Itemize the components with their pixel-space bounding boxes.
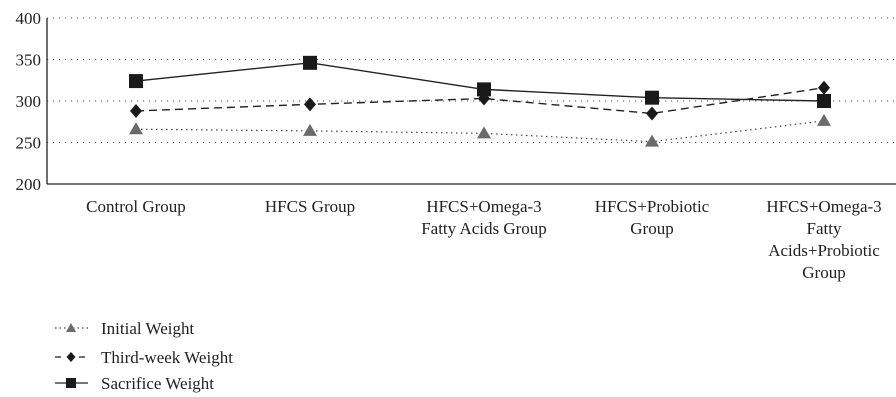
x-tick-label: Control Group	[86, 197, 186, 216]
series-sacrifice-weight	[129, 55, 831, 108]
x-tick-label-line: HFCS Group	[265, 197, 355, 216]
legend-item: Third-week Weight	[55, 348, 233, 367]
x-axis: Control Group HFCS Group HFCS+Omega-3 Fatty…	[47, 183, 896, 282]
x-tick-label: HFCS Group	[265, 197, 355, 216]
data-point-diamond	[304, 97, 316, 112]
x-tick-label: HFCS+Probiotic Group	[595, 197, 710, 238]
series-initial-weight	[129, 113, 831, 147]
data-point-triangle	[477, 126, 491, 139]
x-tick-label: HFCS+Omega-3 Fatty Acids Group	[421, 197, 547, 238]
data-point-square	[477, 82, 491, 97]
series-line	[135, 120, 825, 143]
y-tick-label: 300	[16, 92, 42, 111]
series-group	[129, 55, 831, 147]
series-line	[135, 87, 825, 115]
data-point-triangle	[645, 134, 659, 147]
x-tick-label-line: HFCS+Omega-3	[426, 197, 541, 216]
x-tick-label-line: Group	[802, 263, 845, 282]
data-point-diamond	[130, 103, 142, 118]
series-third-week-weight	[130, 80, 830, 121]
y-tick-label: 200	[16, 175, 42, 194]
x-tick-label-line: Fatty	[807, 219, 842, 238]
grid-lines	[47, 17, 896, 143]
legend-item: Initial Weight	[55, 319, 194, 338]
x-tick-label: HFCS+Omega-3 Fatty Acids+Probiotic Group	[766, 197, 881, 282]
legend-swatch-square-icon	[66, 378, 76, 388]
legend-item: Sacrifice Weight	[55, 374, 214, 393]
data-point-square	[645, 90, 659, 105]
data-point-diamond	[818, 80, 830, 95]
y-tick-label: 250	[16, 134, 42, 153]
data-point-square	[129, 74, 143, 89]
data-point-square	[817, 94, 831, 108]
x-tick-label-line: Group	[630, 219, 673, 238]
y-tick-label: 350	[16, 51, 42, 70]
legend-label: Sacrifice Weight	[101, 374, 214, 393]
data-point-square	[303, 55, 317, 70]
x-tick-label-line: Acids+Probiotic	[768, 241, 880, 260]
x-tick-label-line: Fatty Acids Group	[421, 219, 547, 238]
legend-label: Third-week Weight	[101, 348, 233, 367]
y-tick-label: 400	[16, 9, 42, 28]
legend: Initial Weight Third-week Weight Sacrifice…	[55, 319, 233, 393]
x-tick-label-line: HFCS+Probiotic	[595, 197, 710, 216]
x-tick-label-line: HFCS+Omega-3	[766, 197, 881, 216]
legend-swatch-triangle-icon	[66, 323, 76, 332]
data-point-triangle	[817, 113, 831, 126]
x-tick-label-line: Control Group	[86, 197, 186, 216]
data-point-triangle	[303, 123, 317, 136]
data-point-diamond	[646, 106, 658, 121]
legend-label: Initial Weight	[101, 319, 194, 338]
data-point-triangle	[129, 122, 143, 135]
y-axis: 200 250 300 350 400	[16, 9, 48, 194]
legend-swatch-diamond-icon	[66, 352, 76, 362]
